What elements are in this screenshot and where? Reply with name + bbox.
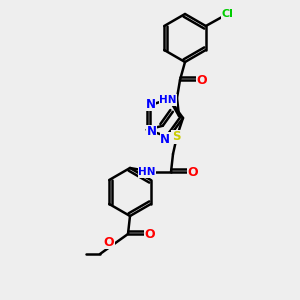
Text: HN: HN (159, 95, 177, 105)
Text: Cl: Cl (222, 9, 234, 19)
Text: S: S (172, 130, 180, 143)
Text: O: O (197, 74, 207, 86)
Text: HN: HN (138, 167, 156, 177)
Text: N: N (160, 133, 170, 146)
Text: N: N (147, 125, 157, 138)
Text: O: O (188, 166, 198, 178)
Text: N: N (146, 98, 156, 111)
Text: O: O (145, 227, 155, 241)
Text: O: O (104, 236, 114, 248)
